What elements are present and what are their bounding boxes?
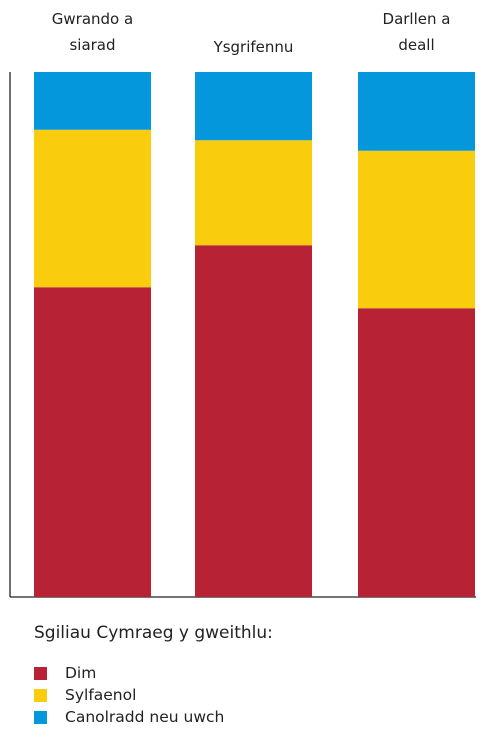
bar-segment-sylfaenol-3 — [358, 150, 475, 309]
bar-segment-dim-3 — [358, 308, 475, 597]
legend-item-sylfaenol: Sylfaenol — [34, 684, 474, 706]
category-label-2: Ysgrifennu — [213, 38, 294, 56]
legend-item-canolradd-neu-uwch: Canolradd neu uwch — [34, 706, 474, 728]
bar-segment-dim-2 — [195, 245, 312, 597]
category-label-line: Ysgrifennu — [213, 38, 294, 56]
bar-segment-canolradd-neu-uwch-3 — [358, 72, 475, 151]
bar-segment-canolradd-neu-uwch-2 — [195, 72, 312, 141]
category-label-line: siarad — [69, 36, 115, 54]
category-labels: Gwrando a siarad Ysgrifennu Darllen a deall — [52, 10, 451, 56]
legend-item-dim: Dim — [34, 662, 474, 684]
legend-swatch — [34, 710, 47, 724]
category-label-line: Darllen a — [383, 10, 451, 28]
legend: Sgiliau Cymraeg y gweithlu: Dim Sylfaenol… — [34, 622, 474, 728]
category-label-line: deall — [398, 36, 434, 54]
category-label-line: Gwrando a — [52, 10, 133, 28]
legend-swatch — [34, 688, 47, 702]
category-label-3: Darllen a deall — [383, 10, 451, 54]
legend-label: Sylfaenol — [65, 686, 137, 704]
bar-segment-sylfaenol-1 — [34, 129, 151, 288]
legend-label: Dim — [65, 664, 97, 682]
legend-swatch — [34, 666, 47, 680]
stacked-bar-chart: Gwrando a siarad Ysgrifennu Darllen a deall — [9, 10, 476, 598]
chart-canvas: Gwrando a siarad Ysgrifennu Darllen a deall — [9, 10, 476, 598]
bar-segment-sylfaenol-2 — [195, 140, 312, 246]
bar-segment-canolradd-neu-uwch-1 — [34, 72, 151, 130]
category-label-1: Gwrando a siarad — [52, 10, 133, 54]
legend-items: Dim Sylfaenol Canolradd neu uwch — [34, 662, 474, 728]
bar-segment-dim-1 — [34, 287, 151, 597]
legend-label: Canolradd neu uwch — [65, 708, 225, 726]
legend-title: Sgiliau Cymraeg y gweithlu: — [34, 623, 273, 643]
bars-group — [34, 72, 475, 597]
